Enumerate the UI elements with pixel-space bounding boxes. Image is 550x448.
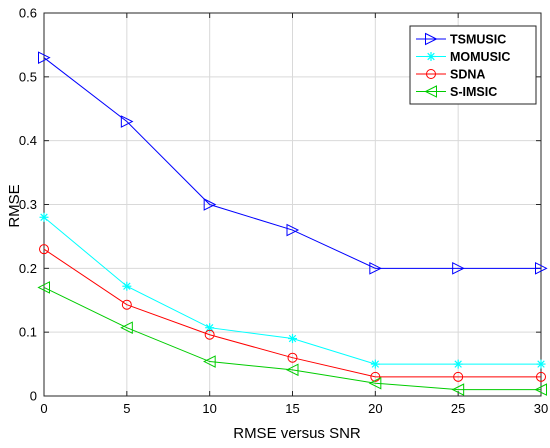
x-tick-label: 5 <box>123 401 130 416</box>
series-layer <box>37 51 548 396</box>
asterisk-stroke <box>123 282 131 290</box>
data-point-sdna <box>536 371 546 382</box>
data-point-tsmusic <box>286 223 300 237</box>
data-point-s-imsic <box>203 355 216 368</box>
legend-entry-sdna: SDNA <box>416 68 485 82</box>
series-momusic <box>39 212 546 369</box>
series-line-tsmusic <box>43 57 541 269</box>
asterisk-stroke <box>371 360 380 368</box>
legend-marker-s-imsic <box>424 85 437 98</box>
x-tick-label: 10 <box>202 401 216 416</box>
data-point-s-imsic <box>120 321 133 335</box>
legend-label-momusic: MOMUSIC <box>450 50 510 64</box>
series-line-sdna <box>43 248 541 378</box>
data-point-momusic <box>122 281 132 291</box>
legend-marker-tsmusic <box>425 32 438 46</box>
legend-label-sdna: SDNA <box>450 68 485 82</box>
data-point-momusic <box>288 334 297 344</box>
data-point-tsmusic <box>535 262 548 275</box>
data-point-s-imsic <box>534 383 547 396</box>
series-sdna <box>39 244 546 382</box>
x-tick-label: 15 <box>285 401 299 416</box>
data-point-tsmusic <box>120 115 134 128</box>
asterisk-stroke <box>40 213 48 221</box>
data-point-tsmusic <box>369 262 382 275</box>
data-point-momusic <box>536 359 546 369</box>
asterisk-stroke <box>454 360 462 368</box>
y-tick-label: 0 <box>30 389 37 404</box>
data-point-momusic <box>205 323 215 333</box>
y-tick-label: 0.4 <box>19 133 37 148</box>
data-point-sdna <box>204 329 215 340</box>
x-tick-label: 20 <box>368 401 382 416</box>
legend-entry-s-imsic: S-IMSIC <box>416 85 497 99</box>
data-point-momusic <box>370 359 380 369</box>
asterisk-stroke <box>427 52 435 61</box>
asterisk-stroke <box>205 323 214 332</box>
data-point-momusic <box>453 359 463 369</box>
data-point-sdna <box>453 371 464 382</box>
data-point-s-imsic <box>368 376 382 390</box>
axes: 0 5 10 15 20 25 30 0 0.1 0.2 0.3 0.4 0.5 0.6 <box>19 6 548 417</box>
data-point-s-imsic <box>37 281 50 294</box>
legend-entry-tsmusic: TSMUSIC <box>416 33 506 47</box>
data-point-momusic <box>39 212 49 222</box>
y-tick-label: 0.1 <box>19 325 37 340</box>
asterisk-stroke <box>537 360 545 368</box>
legend: TSMUSIC MOMUSIC SDNA S-IMSIC <box>409 25 537 105</box>
data-point-sdna <box>287 352 298 363</box>
y-axis-label: RMSE <box>6 184 23 227</box>
y-tick-label: 0.6 <box>19 6 37 21</box>
legend-marker-sdna <box>426 69 436 79</box>
y-tick-label: 0.5 <box>19 69 37 84</box>
legend-label-tsmusic: TSMUSIC <box>450 33 506 47</box>
data-point-sdna <box>370 371 381 382</box>
data-point-tsmusic <box>38 51 51 64</box>
y-tick-label: 0.2 <box>19 261 37 276</box>
data-point-tsmusic <box>203 198 217 211</box>
legend-entry-momusic: MOMUSIC <box>416 50 510 64</box>
legend-label-s-imsic: S-IMSIC <box>450 85 497 99</box>
x-tick-label: 30 <box>534 401 548 416</box>
x-tick-label: 0 <box>40 401 47 416</box>
y-tick-label: 0.3 <box>19 197 37 212</box>
x-tick-label: 25 <box>451 401 465 416</box>
x-axis-label: RMSE versus SNR <box>233 425 361 442</box>
data-point-sdna <box>121 299 132 310</box>
legend-marker-momusic <box>426 52 436 61</box>
series-s-imsic <box>37 281 547 396</box>
data-point-s-imsic <box>285 363 299 377</box>
data-point-s-imsic <box>451 383 465 396</box>
series-line-s-imsic <box>43 287 541 391</box>
series-tsmusic <box>38 51 548 275</box>
data-point-sdna <box>39 244 49 255</box>
asterisk-stroke <box>288 334 297 343</box>
data-point-tsmusic <box>452 262 465 275</box>
